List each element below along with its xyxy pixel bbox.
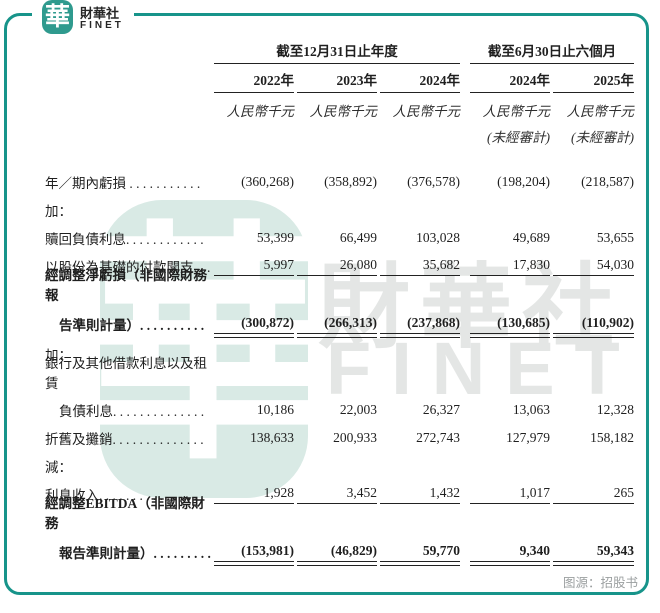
cell-value: 138,633 [250, 430, 294, 445]
frame-border [4, 13, 649, 595]
row-label: 折舊及攤銷. . . . . . . . . . . . . . [45, 432, 204, 447]
cell-value: 103,028 [416, 230, 460, 245]
table-row: 年／期內虧損 . . . . . . . . . . . (360,268) (… [45, 168, 638, 192]
cell-value: (130,685) [470, 315, 550, 338]
table-row: 加： [45, 334, 638, 364]
table-row: 贖回負債利息. . . . . . . . . . . . 53,399 66,… [45, 220, 638, 248]
col-header-2025h1: 2025年 [553, 69, 634, 93]
cell-value: (300,872) [214, 315, 294, 338]
table-row: 報告準則計量）. . . . . . . . . (153,981) (46,8… [45, 532, 638, 566]
table-row: 折舊及攤銷. . . . . . . . . . . . . . 138,633… [45, 420, 638, 448]
table-row: 負債利息. . . . . . . . . . . . . . 10,186 2… [45, 392, 638, 420]
unaudited-label: (未經審計) [571, 130, 634, 145]
cell-value: 272,743 [416, 430, 460, 445]
cell-value: (266,313) [297, 315, 377, 338]
table-row: 加： [45, 192, 638, 220]
cell-value: 9,340 [470, 543, 550, 566]
cell-value: (376,578) [407, 174, 460, 189]
row-label: 年／期內虧損 . . . . . . . . . . . [45, 176, 201, 191]
cell-value: 1,017 [470, 485, 550, 504]
row-label: 經調整EBITDA（非國際財務 [45, 496, 205, 531]
unit-label: 人民幣千元 [392, 104, 461, 119]
table-row: 經調整淨虧損（非國際財務報 [45, 268, 638, 304]
unit-label: 人民幣千元 [226, 104, 295, 119]
table-header-units: 人民幣千元 人民幣千元 人民幣千元 人民幣千元 人民幣千元 [45, 93, 638, 122]
cell-value: 53,399 [256, 230, 294, 245]
cell-value: (218,587) [581, 174, 634, 189]
cell-value: 12,328 [596, 402, 634, 417]
watermark-logo-icon: 華 [78, 200, 330, 498]
cell-value: 265 [553, 485, 634, 504]
cell-value: (153,981) [214, 543, 294, 566]
cell-value: 49,689 [512, 230, 550, 245]
unit-label: 人民幣千元 [566, 104, 635, 119]
cell-value: 3,452 [297, 485, 377, 504]
cell-value: 54,030 [553, 257, 634, 276]
cell-value: 59,343 [553, 543, 634, 566]
row-label: 減： [45, 460, 72, 475]
cell-value: 5,997 [214, 257, 294, 276]
row-label: 報告準則計量）. . . . . . . . . [59, 546, 211, 561]
col-header-2024: 2024年 [380, 69, 460, 93]
cell-value: 26,080 [297, 257, 377, 276]
table-header-unaudited: (未經審計) (未經審計) [45, 122, 638, 148]
cell-value: 10,186 [256, 402, 294, 417]
col-header-2023: 2023年 [297, 69, 377, 93]
cell-value: (198,204) [497, 174, 550, 189]
row-label: 贖回負債利息. . . . . . . . . . . . [45, 232, 204, 247]
unit-label: 人民幣千元 [309, 104, 378, 119]
watermark-logo-glyph: 華 [78, 209, 331, 489]
row-label: 銀行及其他借款利息以及租賃 [45, 356, 207, 391]
cell-value: 26,327 [422, 402, 460, 417]
cell-value: 13,063 [512, 402, 550, 417]
row-label: 經調整淨虧損（非國際財務報 [45, 268, 207, 303]
table-row: 經調整EBITDA（非國際財務 [45, 496, 638, 532]
cell-value: 1,432 [380, 485, 460, 504]
cell-value: (360,268) [241, 174, 294, 189]
table-row: 利息收入. . . . . . . . . . . . . . . . 1,92… [45, 476, 638, 504]
cell-value: 66,499 [339, 230, 377, 245]
table-row: 減： [45, 448, 638, 476]
row-label: 告準則計量）. . . . . . . . . . [59, 318, 205, 333]
financial-table: 截至12月31日止年度 截至6月30日止六個月 2022年 2023年 2024… [45, 38, 638, 591]
col-header-2022: 2022年 [214, 69, 294, 93]
cell-value: 53,655 [596, 230, 634, 245]
table-row: 以股份為基礎的付款開支. . . 5,997 26,080 35,682 17,… [45, 248, 638, 276]
cell-value: 35,682 [380, 257, 460, 276]
col-group-interim: 截至6月30日止六個月 [470, 40, 634, 64]
col-header-2024h1: 2024年 [470, 69, 550, 93]
row-label: 加： [45, 204, 72, 219]
unit-label: 人民幣千元 [482, 104, 551, 119]
cell-value: (237,868) [380, 315, 460, 338]
finet-logo-name-cn: 財華社 [80, 6, 120, 21]
watermark-text-en: FINET [326, 327, 640, 410]
row-label: 負債利息. . . . . . . . . . . . . . [59, 404, 205, 419]
finet-logo-icon: 華 [42, 0, 73, 34]
cell-value: (110,902) [553, 315, 634, 338]
col-group-annual: 截至12月31日止年度 [214, 40, 460, 64]
cell-value: (358,892) [324, 174, 377, 189]
row-label: 加： [45, 348, 72, 363]
finet-logo-glyph: 華 [44, 3, 70, 31]
row-label: 以股份為基礎的付款開支. . . [45, 260, 211, 275]
cell-value: (46,829) [297, 543, 377, 566]
table-row: 銀行及其他借款利息以及租賃 [45, 356, 638, 392]
table-header-years: 2022年 2023年 2024年 2024年 2025年 [45, 64, 638, 93]
watermark-text-cn: 財華社 [318, 257, 625, 359]
finet-logo-name-en: FINET [80, 20, 124, 31]
source-credit: 图源：招股书 [562, 576, 638, 590]
unaudited-label: (未經審計) [487, 130, 550, 145]
cell-value: 200,933 [333, 430, 377, 445]
cell-value: 1,928 [214, 485, 294, 504]
row-label: 利息收入. . . . . . . . . . . . . . . . [45, 488, 204, 503]
table-row: 告準則計量）. . . . . . . . . . (300,872) (266… [45, 304, 638, 338]
cell-value: 17,830 [470, 257, 550, 276]
cell-value: 158,182 [590, 430, 634, 445]
cell-value: 22,003 [339, 402, 377, 417]
finet-logo: 華 財華社 FINET [32, 0, 134, 34]
cell-value: 127,979 [506, 430, 550, 445]
table-header-groups: 截至12月31日止年度 截至6月30日止六個月 [45, 38, 638, 64]
cell-value: 59,770 [380, 543, 460, 566]
